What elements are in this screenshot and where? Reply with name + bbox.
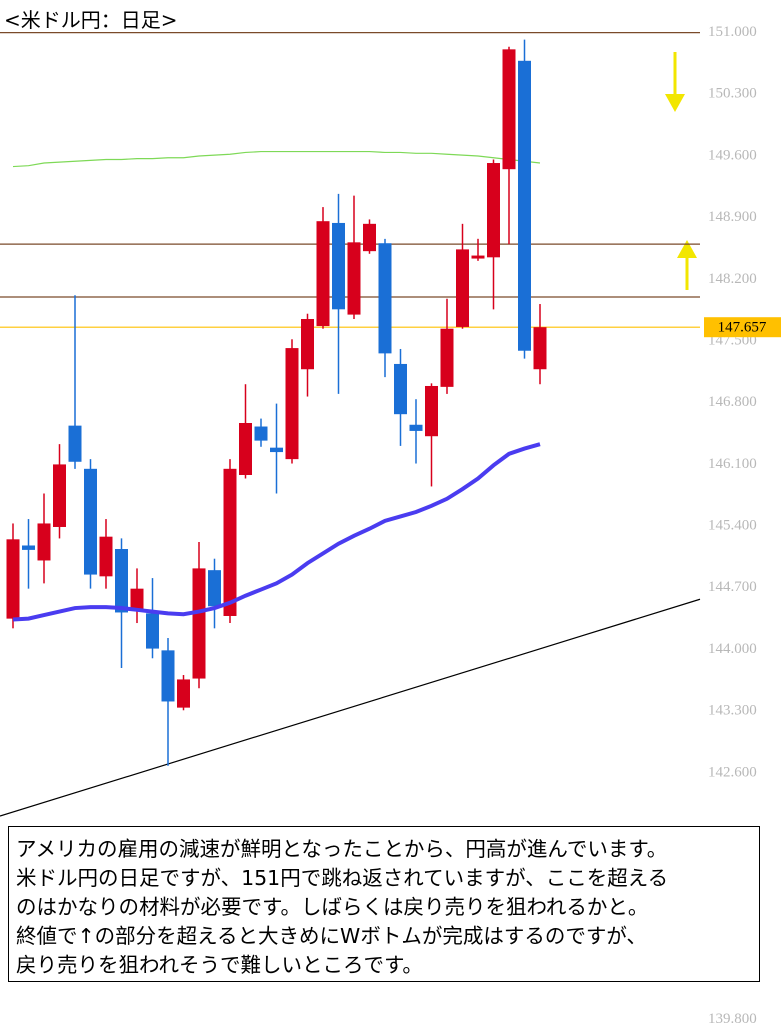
comment-box: アメリカの雇用の減速が鮮明となったことから、円高が進んでいます。 米ドル円の日足で…: [8, 826, 760, 982]
y-tick-label: 145.400: [708, 518, 757, 534]
y-tick-label: 146.800: [708, 394, 757, 410]
candle-body: [161, 650, 175, 702]
candle-body: [223, 468, 237, 616]
moving-average: [12, 150, 541, 168]
candle-body: [502, 49, 516, 170]
candle-body: [208, 570, 221, 607]
up-arrow-head: [677, 240, 697, 258]
y-tick-label: 151.000: [708, 24, 757, 40]
candle-body: [440, 328, 454, 387]
trendline: [0, 598, 701, 817]
candle-body: [487, 163, 500, 258]
candle-body: [239, 422, 252, 475]
arrows: [665, 52, 697, 290]
candle-body: [378, 243, 392, 354]
comment-line: 米ドル円の日足ですが、151円で跳ね返されていますが、ここを超える: [16, 866, 669, 890]
candle-body: [285, 348, 299, 460]
candle-body: [254, 426, 268, 441]
candle-body: [456, 249, 469, 327]
chart-title: <米ドル円：日足>: [4, 8, 178, 32]
candle-body: [6, 539, 20, 619]
candle-body: [363, 223, 376, 252]
y-tick-label: 150.300: [708, 86, 757, 102]
candle-body: [130, 588, 144, 611]
candle-body: [301, 319, 314, 370]
y-tick-label: 139.800: [708, 1011, 757, 1024]
candle-body: [347, 242, 361, 315]
candle-body: [518, 60, 531, 351]
current-price-label: 147.657: [718, 320, 767, 336]
candle-body: [146, 613, 159, 649]
candle-body: [22, 545, 35, 550]
candle-body: [84, 468, 97, 575]
y-tick-label: 144.000: [708, 641, 757, 657]
candle-body: [425, 385, 438, 437]
candle-body: [394, 363, 407, 415]
y-tick-label: 143.300: [708, 703, 757, 719]
moving-average: [12, 442, 541, 622]
candle-body: [192, 568, 206, 679]
overlay-layer: 147.657: [12, 317, 781, 622]
candles: [6, 39, 547, 766]
y-tick-label: 149.600: [708, 147, 757, 163]
candle-body: [471, 255, 485, 259]
candle-body: [99, 536, 113, 577]
y-tick-label: 144.700: [708, 579, 757, 595]
candle-body: [332, 222, 345, 310]
candle-body: [115, 549, 128, 613]
y-tick-label: 142.600: [708, 764, 757, 780]
candle-body: [409, 424, 423, 431]
current-price-tag: [704, 317, 781, 338]
candle-body: [533, 327, 547, 370]
candle-body: [37, 523, 51, 561]
comment-line: 戻り売りを狙われそうで難しいところです。: [16, 953, 423, 977]
y-tick-label: 148.200: [708, 271, 757, 287]
candle-body: [53, 464, 66, 527]
candle-body: [270, 447, 283, 453]
candle-body: [316, 221, 330, 327]
down-arrow-head: [665, 94, 685, 112]
comment-line: のはかなりの材料が必要です。しばらくは戻り売りを狙われるかと。: [16, 895, 649, 919]
y-tick-label: 146.100: [708, 456, 757, 472]
comment-line: アメリカの雇用の減速が鮮明となったことから、円高が進んでいます。: [16, 837, 668, 861]
y-tick-label: 148.900: [708, 209, 757, 225]
comment-line: 終値で↑の部分を超えると大きめにWボトムが完成はするのですが、: [16, 924, 647, 948]
candle-body: [68, 425, 82, 462]
candle-body: [177, 679, 190, 708]
